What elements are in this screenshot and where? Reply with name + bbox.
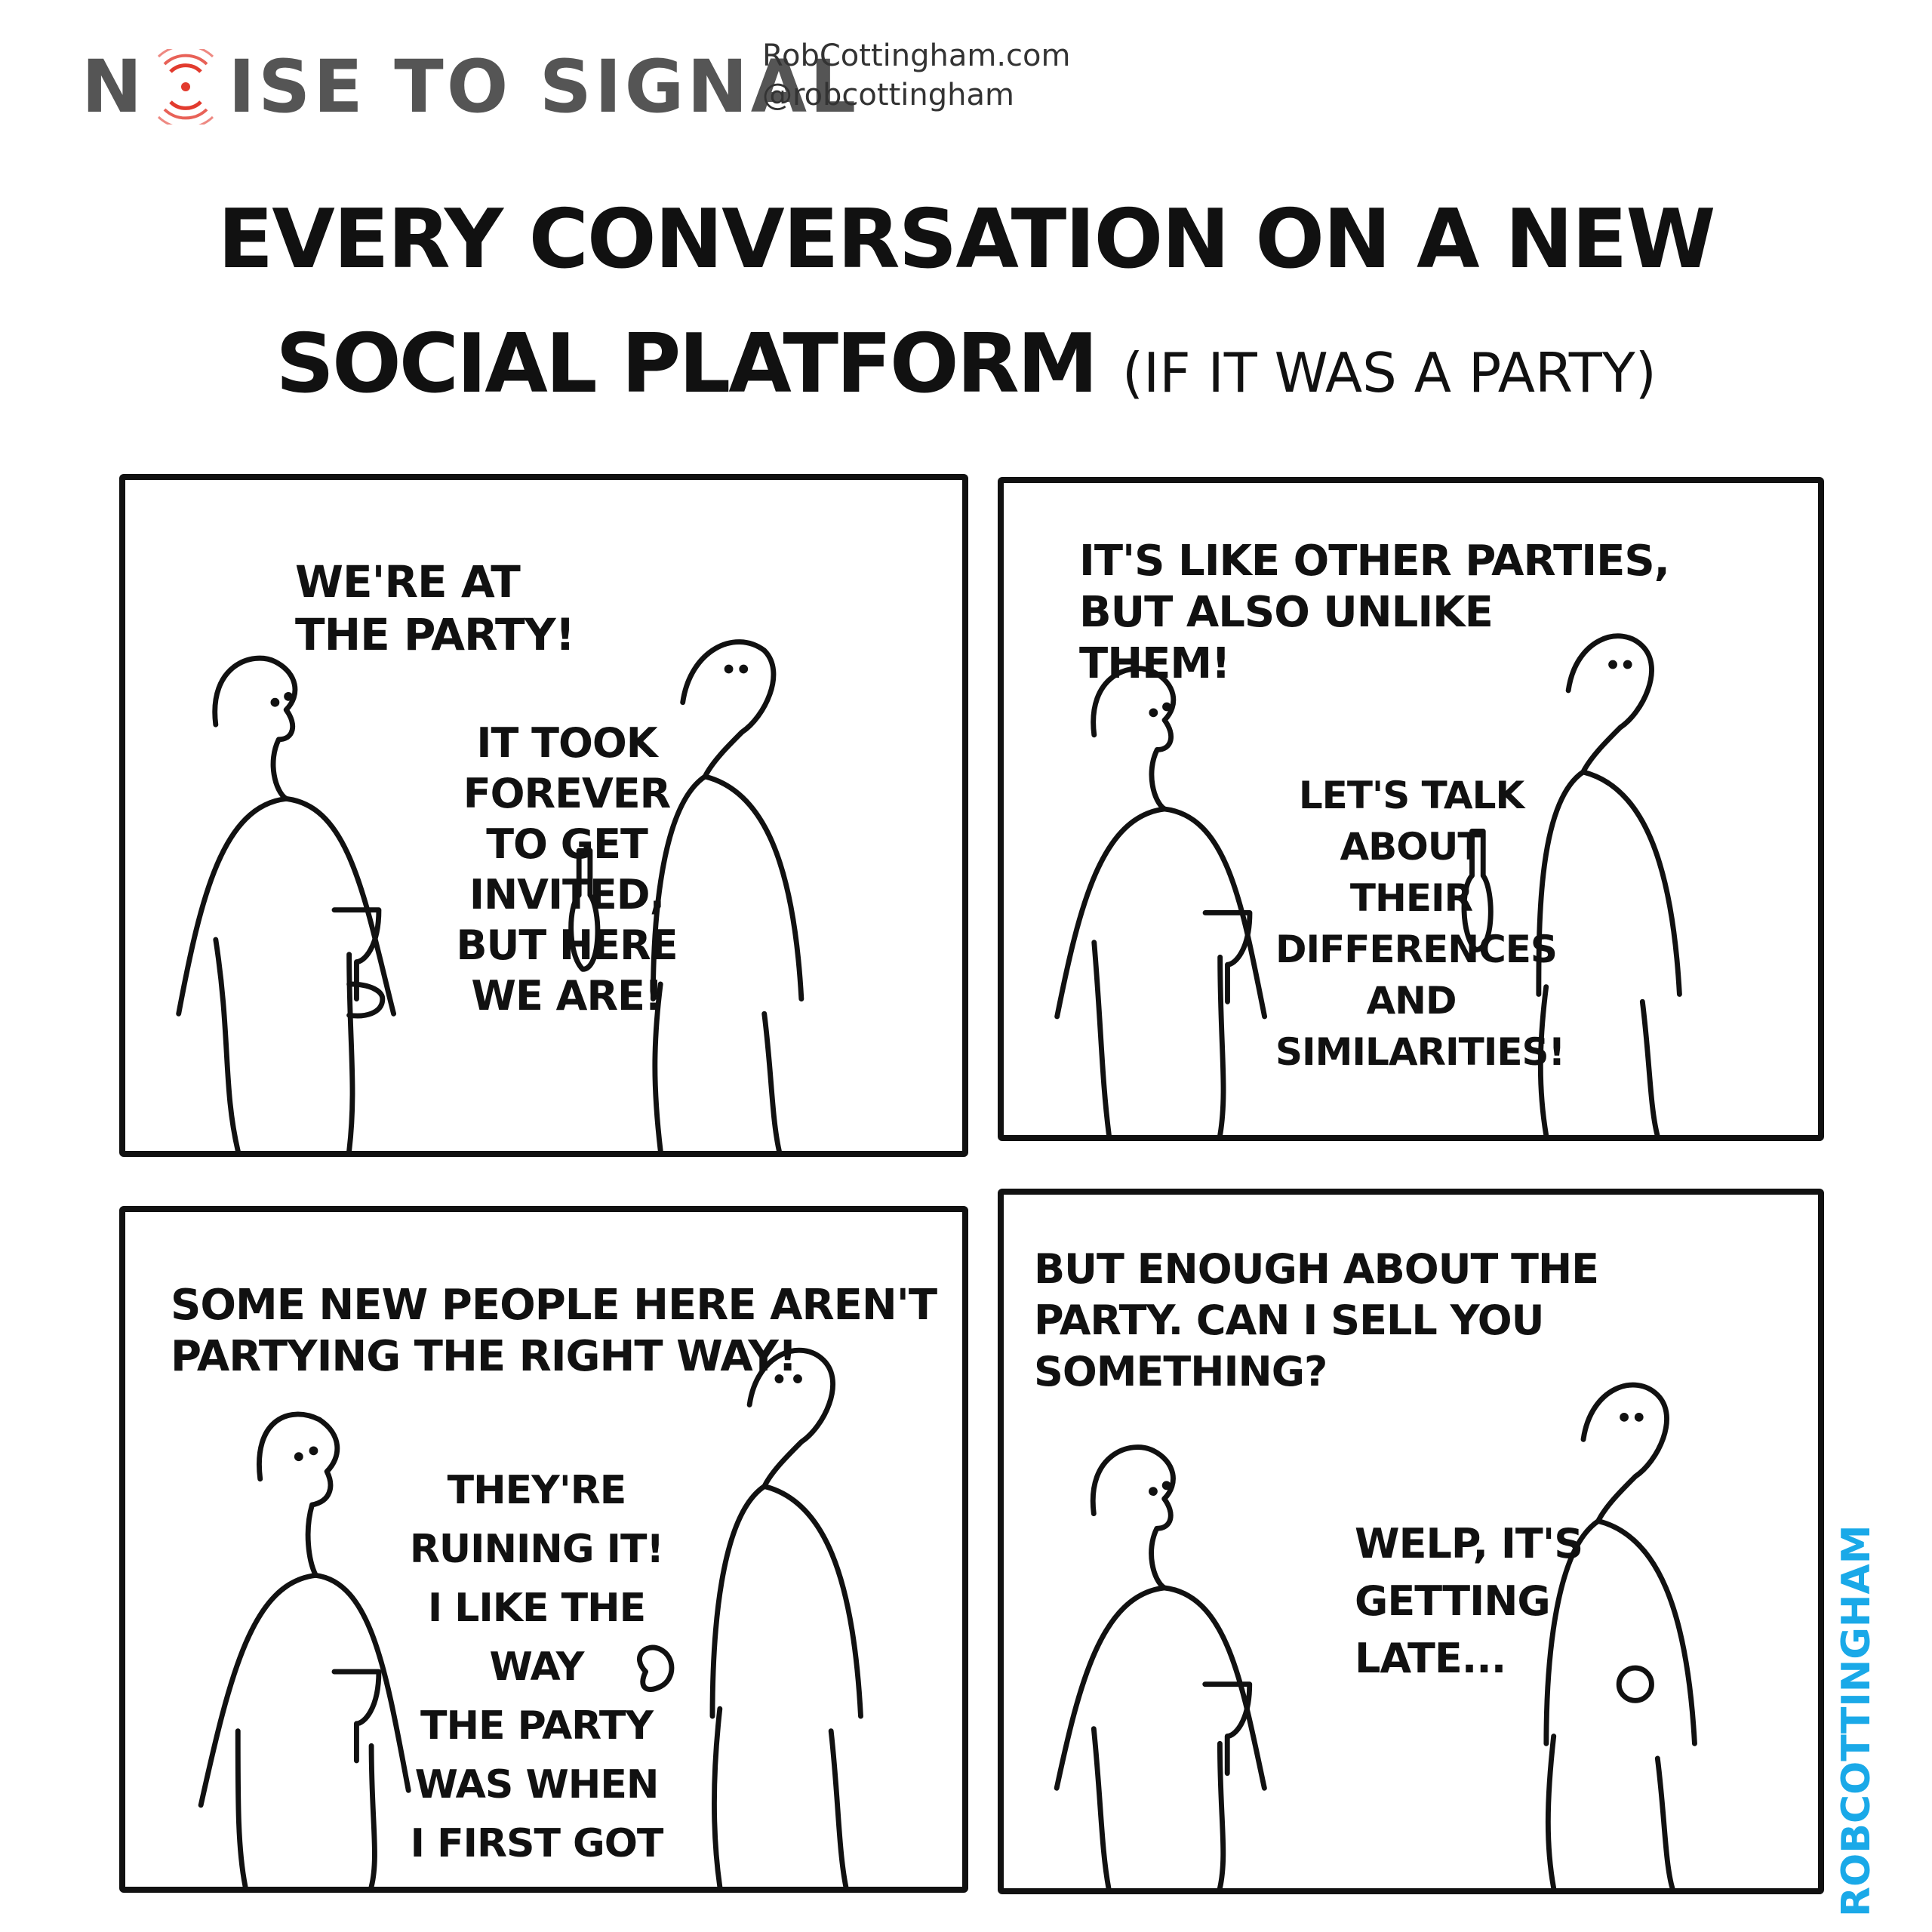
comic-panel-4: BUT ENOUGH ABOUT THE PARTY. CAN I SELL Y… <box>998 1189 1824 1894</box>
panel-4-illustration <box>1054 1382 1697 1888</box>
right-person-head <box>1536 633 1654 997</box>
left-wine-glass <box>331 1669 382 1764</box>
left-wine-glass <box>1202 1681 1253 1777</box>
comic-title-line1: EVERY CONVERSATION ON A NEW <box>217 192 1715 287</box>
signature-text: ROBCOTTINGHAM <box>1834 1524 1879 1917</box>
panel-1-right-speech: IT TOOK FOREVER TO GET INVITED, BUT HERE… <box>456 719 678 1020</box>
wristwatch-icon <box>1616 1665 1654 1703</box>
left-wine-glass <box>1202 910 1253 1004</box>
comic-panel-1: WE'RE AT THE PARTY! IT TOOK FOREVER TO G… <box>119 474 968 1157</box>
social-handle[interactable]: @robcottingham <box>762 78 1014 112</box>
panel-1-illustration <box>176 639 804 1151</box>
left-person-head <box>1090 1444 1176 1591</box>
panel-3-illustration <box>198 1347 863 1887</box>
right-person-head <box>709 1347 835 1719</box>
brand-letter-n: N <box>82 45 146 129</box>
panel-2-left-speech: IT'S LIKE OTHER PARTIES, BUT ALSO UNLIKE… <box>1079 537 1670 688</box>
comic-panel-3: SOME NEW PEOPLE HERE AREN'T PARTYING THE… <box>119 1206 968 1893</box>
right-fist <box>637 1644 675 1692</box>
left-wine-glass <box>331 907 382 1002</box>
right-person-head <box>1543 1382 1669 1746</box>
comic-panel-2: IT'S LIKE OTHER PARTIES, BUT ALSO UNLIKE… <box>998 477 1824 1141</box>
brand-rest: ISE TO SIGNAL <box>228 45 860 129</box>
left-person-head <box>212 655 298 801</box>
panel-4-right-speech: WELP, IT'S GETTING LATE... <box>1355 1520 1583 1682</box>
panel-1-left-speech: WE'RE AT THE PARTY! <box>295 556 575 660</box>
panel-3-left-speech: SOME NEW PEOPLE HERE AREN'T PARTYING THE… <box>171 1281 937 1381</box>
brand-meta: RobCottingham.com @robcottingham <box>762 36 1070 115</box>
brand-title: N ISE TO SIGNAL <box>82 45 859 129</box>
artist-signature: ROBCOTTINGHAM <box>1826 1525 1879 1917</box>
signal-icon <box>148 45 223 129</box>
panel-2-illustration <box>1054 633 1682 1135</box>
comic-title-line2: SOCIAL PLATFORM (IF IT WAS A PARTY) <box>0 317 1932 411</box>
left-person-head <box>257 1411 340 1578</box>
right-person-head <box>650 639 777 1002</box>
panel-4-left-speech: BUT ENOUGH ABOUT THE PARTY. CAN I SELL Y… <box>1034 1245 1599 1395</box>
right-beer-bottle <box>568 848 601 972</box>
comic-title-sub: (IF IT WAS A PARTY) <box>1121 341 1657 405</box>
site-link[interactable]: RobCottingham.com <box>762 38 1071 73</box>
panel-3-right-speech: THEY'RE RUINING IT! I LIKE THE WAY THE P… <box>409 1468 664 1887</box>
right-beer-bottle <box>1461 829 1494 952</box>
brand-logo: N ISE TO SIGNAL <box>82 30 859 143</box>
left-person-head <box>1091 666 1177 812</box>
comic-title-main: SOCIAL PLATFORM <box>275 317 1098 411</box>
panel-2-right-speech: LET'S TALK ABOUT THEIR DIFFERENCES AND S… <box>1275 774 1565 1074</box>
